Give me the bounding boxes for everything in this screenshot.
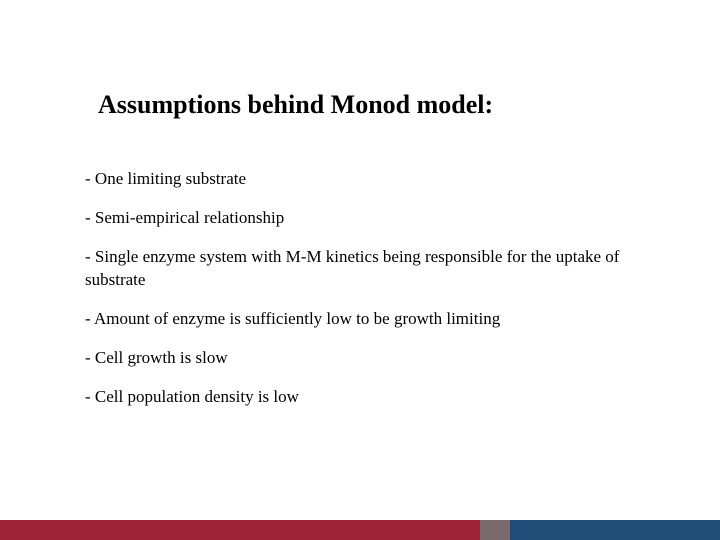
bullet-item: - Cell population density is low [85,386,640,409]
bullet-item: - One limiting substrate [85,168,640,191]
slide-content: Assumptions behind Monod model: - One li… [0,0,720,409]
bullet-item: - Single enzyme system with M-M kinetics… [85,246,640,292]
bullet-item: - Cell growth is slow [85,347,640,370]
bullet-item: - Amount of enzyme is sufficiently low t… [85,308,640,331]
footer-bar-left [0,520,480,540]
bullet-item: - Semi-empirical relationship [85,207,640,230]
slide-title: Assumptions behind Monod model: [98,90,640,120]
